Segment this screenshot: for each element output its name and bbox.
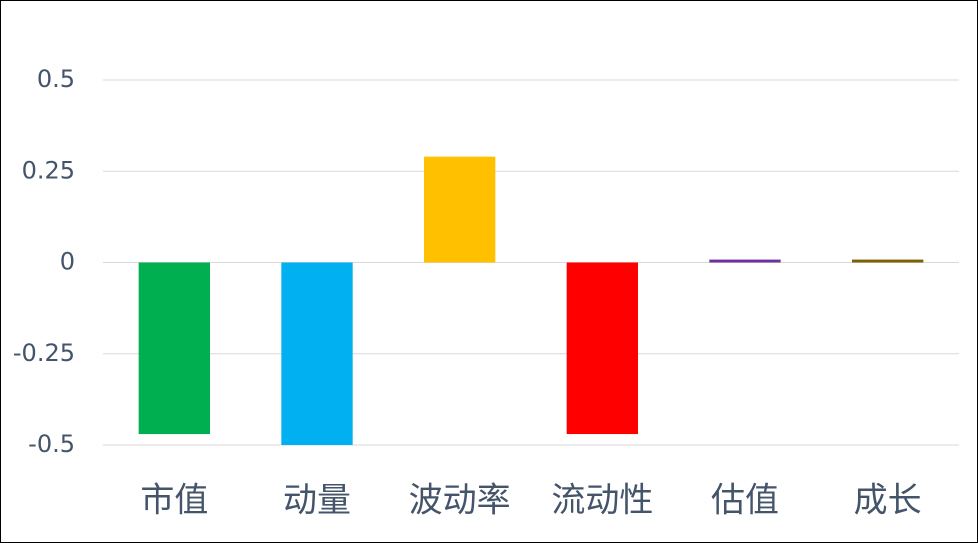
x-tick-label: 估值 bbox=[711, 481, 779, 521]
x-tick-label: 成长 bbox=[854, 481, 922, 521]
bar bbox=[138, 262, 210, 435]
y-tick-label: 0 bbox=[60, 248, 75, 276]
x-tick-label: 波动率 bbox=[409, 481, 511, 521]
y-tick-label: -0.5 bbox=[28, 430, 75, 458]
x-tick-label: 流动性 bbox=[551, 481, 653, 521]
y-tick-label: 0.25 bbox=[22, 156, 75, 184]
bar bbox=[852, 259, 924, 263]
bar bbox=[709, 259, 781, 263]
y-tick-label: 0.5 bbox=[37, 65, 75, 93]
x-tick-label: 市值 bbox=[140, 481, 208, 521]
bar bbox=[424, 156, 496, 263]
y-tick-label: -0.25 bbox=[13, 339, 75, 367]
bar bbox=[566, 262, 638, 435]
bar bbox=[281, 262, 353, 445]
x-tick-label: 动量 bbox=[283, 481, 351, 521]
